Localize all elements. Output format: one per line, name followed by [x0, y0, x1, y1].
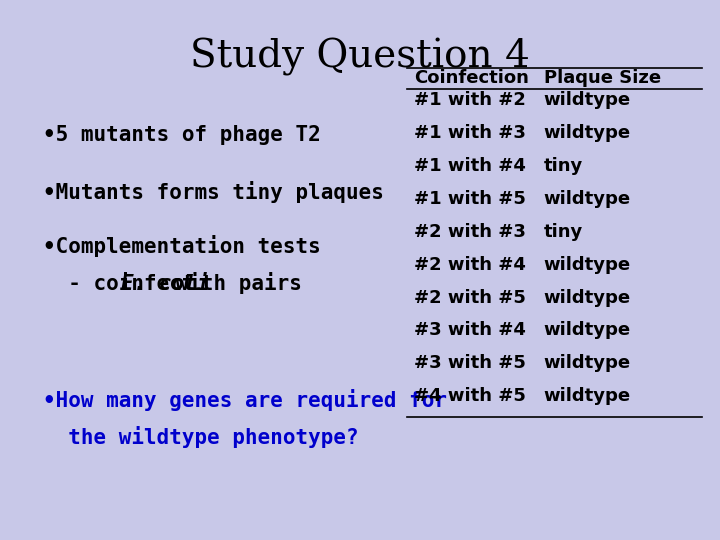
Text: Coinfection: Coinfection	[414, 69, 529, 87]
Text: #1 with #2: #1 with #2	[414, 91, 526, 109]
Text: tiny: tiny	[544, 222, 583, 241]
Text: Study Question 4: Study Question 4	[190, 38, 530, 76]
Text: #1 with #4: #1 with #4	[414, 157, 526, 175]
Text: wildtype: wildtype	[544, 255, 631, 274]
Text: #1 with #5: #1 with #5	[414, 190, 526, 208]
Text: #2 with #5: #2 with #5	[414, 288, 526, 307]
Text: #3 with #4: #3 with #4	[414, 321, 526, 340]
Text: •Mutants forms tiny plaques: •Mutants forms tiny plaques	[43, 181, 384, 202]
Text: wildtype: wildtype	[544, 354, 631, 373]
Text: wildtype: wildtype	[544, 190, 631, 208]
Text: - coinfect: - coinfect	[43, 273, 207, 294]
Text: #4 with #5: #4 with #5	[414, 387, 526, 406]
Text: wildtype: wildtype	[544, 321, 631, 340]
Text: #2 with #4: #2 with #4	[414, 255, 526, 274]
Text: #1 with #3: #1 with #3	[414, 124, 526, 142]
Text: E. coli: E. coli	[121, 273, 210, 294]
Text: with pairs: with pairs	[163, 273, 302, 294]
Text: •How many genes are required for: •How many genes are required for	[43, 389, 447, 410]
Text: #3 with #5: #3 with #5	[414, 354, 526, 373]
Text: wildtype: wildtype	[544, 288, 631, 307]
Text: •5 mutants of phage T2: •5 mutants of phage T2	[43, 125, 321, 145]
Text: wildtype: wildtype	[544, 91, 631, 109]
Text: wildtype: wildtype	[544, 387, 631, 406]
Text: #2 with #3: #2 with #3	[414, 222, 526, 241]
Text: wildtype: wildtype	[544, 124, 631, 142]
Text: •Complementation tests: •Complementation tests	[43, 235, 321, 256]
Text: Plaque Size: Plaque Size	[544, 69, 661, 87]
Text: tiny: tiny	[544, 157, 583, 175]
Text: the wildtype phenotype?: the wildtype phenotype?	[43, 427, 359, 448]
